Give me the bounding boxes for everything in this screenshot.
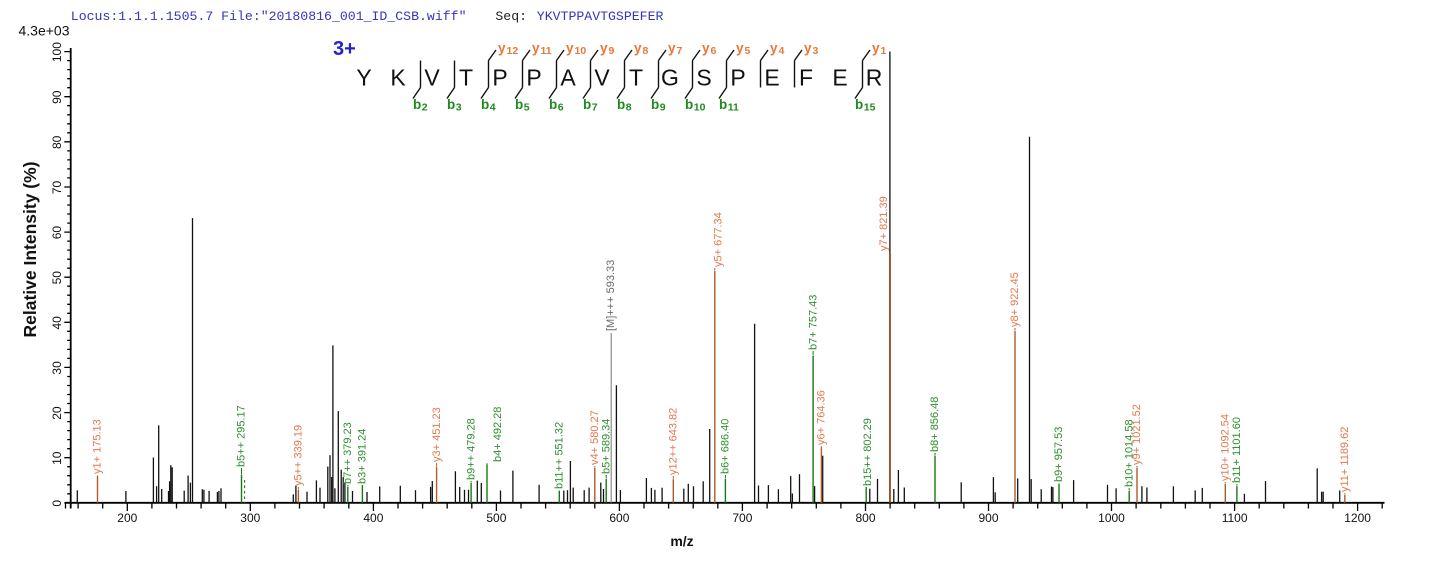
svg-text:b11+ 1101.60: b11+ 1101.60 <box>1231 417 1243 483</box>
svg-text:b10+ 1014.58: b10+ 1014.58 <box>1123 419 1135 487</box>
svg-text:y8+ 922.45: y8+ 922.45 <box>1009 272 1021 327</box>
svg-text:b7: b7 <box>583 97 598 114</box>
svg-text:b8+ 856.48: b8+ 856.48 <box>929 397 941 452</box>
svg-text:[M]+++ 593.33: [M]+++ 593.33 <box>605 260 617 331</box>
svg-text:600: 600 <box>609 511 629 525</box>
svg-text:70: 70 <box>50 181 64 195</box>
svg-text:b4: b4 <box>481 97 496 114</box>
svg-text:A: A <box>560 65 576 91</box>
svg-text:200: 200 <box>117 511 137 525</box>
svg-text:10: 10 <box>50 451 64 465</box>
svg-text:b11++ 551.32: b11++ 551.32 <box>554 422 566 489</box>
svg-text:T: T <box>459 65 473 91</box>
svg-text:500: 500 <box>486 511 506 525</box>
svg-text:K: K <box>390 65 406 91</box>
svg-text:G: G <box>661 65 679 91</box>
svg-text:0: 0 <box>50 500 64 507</box>
svg-text:800: 800 <box>855 511 875 525</box>
svg-text:y9+ 1021.52: y9+ 1021.52 <box>1131 404 1143 465</box>
svg-text:b8: b8 <box>617 97 632 114</box>
svg-text:P: P <box>526 65 541 91</box>
svg-text:y8: y8 <box>634 41 649 58</box>
svg-text:y5+ 677.34: y5+ 677.34 <box>712 212 724 267</box>
svg-text:60: 60 <box>50 226 64 240</box>
svg-text:P: P <box>492 65 507 91</box>
svg-text:v4+ 580.27: v4+ 580.27 <box>589 410 601 465</box>
svg-text:V: V <box>594 65 610 91</box>
svg-text:y10: y10 <box>566 41 586 58</box>
svg-text:Locus:1.1.1.1505.7 File:"20180: Locus:1.1.1.1505.7 File:"20180816_001_ID… <box>71 9 467 24</box>
svg-text:700: 700 <box>732 511 752 525</box>
svg-text:y11: y11 <box>532 41 552 58</box>
svg-text:30: 30 <box>50 361 64 375</box>
svg-text:80: 80 <box>50 135 64 149</box>
svg-text:b3: b3 <box>447 97 462 114</box>
svg-text:YKVTPPAVTGSPEFER: YKVTPPAVTGSPEFER <box>537 9 664 24</box>
svg-text:y7: y7 <box>668 41 683 58</box>
svg-text:b4+ 492.28: b4+ 492.28 <box>492 407 504 462</box>
svg-text:50: 50 <box>50 271 64 285</box>
svg-text:V: V <box>424 65 440 91</box>
svg-text:R: R <box>866 65 883 91</box>
svg-text:b3+ 391.24: b3+ 391.24 <box>357 429 369 484</box>
svg-text:Seq:: Seq: <box>495 9 527 24</box>
svg-text:Y: Y <box>356 65 371 91</box>
svg-text:4.3e+03: 4.3e+03 <box>19 23 70 39</box>
svg-text:b11: b11 <box>719 97 739 114</box>
svg-text:y12: y12 <box>498 41 518 58</box>
svg-text:b5: b5 <box>515 97 530 114</box>
svg-text:P: P <box>730 65 745 91</box>
svg-text:m/z: m/z <box>670 533 693 549</box>
svg-text:b15: b15 <box>855 97 876 114</box>
svg-text:y4: y4 <box>770 41 785 58</box>
svg-text:S: S <box>696 65 711 91</box>
svg-text:b6: b6 <box>549 97 564 114</box>
svg-text:20: 20 <box>50 406 64 420</box>
svg-text:b7+ 757.43: b7+ 757.43 <box>807 295 819 350</box>
svg-text:1100: 1100 <box>1222 511 1248 525</box>
svg-text:b9++ 479.28: b9++ 479.28 <box>465 418 477 480</box>
svg-text:y3+ 451.23: y3+ 451.23 <box>431 407 443 462</box>
svg-text:y6+ 764.36: y6+ 764.36 <box>816 390 828 445</box>
svg-text:900: 900 <box>978 511 998 525</box>
svg-text:1200: 1200 <box>1344 511 1371 525</box>
svg-text:b7++ 379.23: b7++ 379.23 <box>342 422 354 484</box>
svg-text:F: F <box>799 65 813 91</box>
svg-text:b2: b2 <box>413 97 428 114</box>
svg-text:E: E <box>764 65 779 91</box>
svg-text:40: 40 <box>50 316 64 330</box>
svg-text:y7+ 821.39: y7+ 821.39 <box>878 196 890 251</box>
svg-text:1000: 1000 <box>1098 511 1125 525</box>
svg-text:3+: 3+ <box>333 38 356 60</box>
svg-text:100: 100 <box>50 42 64 62</box>
svg-text:b10: b10 <box>685 97 706 114</box>
svg-text:300: 300 <box>240 511 260 525</box>
svg-text:b5++ 295.17: b5++ 295.17 <box>236 405 248 467</box>
svg-text:y5: y5 <box>736 41 751 58</box>
svg-text:y3: y3 <box>804 41 819 58</box>
svg-text:b9: b9 <box>651 97 666 114</box>
svg-text:y1+ 175.13: y1+ 175.13 <box>92 419 104 474</box>
svg-text:y11+ 1189.62: y11+ 1189.62 <box>1339 427 1351 492</box>
svg-text:b15++ 802.29: b15++ 802.29 <box>862 418 874 486</box>
svg-text:400: 400 <box>363 511 383 525</box>
svg-text:y5++ 339.19: y5++ 339.19 <box>293 425 305 486</box>
svg-text:90: 90 <box>50 90 64 104</box>
svg-text:y12++ 643.82: y12++ 643.82 <box>668 408 680 475</box>
svg-text:T: T <box>629 65 643 91</box>
svg-text:E: E <box>832 65 847 91</box>
svg-text:y6: y6 <box>702 41 717 58</box>
svg-text:y9: y9 <box>600 41 615 58</box>
svg-text:y1: y1 <box>872 41 887 58</box>
svg-text:Relative Intensity (%): Relative Intensity (%) <box>20 161 40 337</box>
svg-text:b5+ 589.34: b5+ 589.34 <box>600 419 612 474</box>
svg-text:b6+ 686.40: b6+ 686.40 <box>720 419 732 474</box>
svg-text:b9+ 957.53: b9+ 957.53 <box>1053 427 1065 482</box>
svg-text:y10+ 1092.54: y10+ 1092.54 <box>1220 414 1232 481</box>
